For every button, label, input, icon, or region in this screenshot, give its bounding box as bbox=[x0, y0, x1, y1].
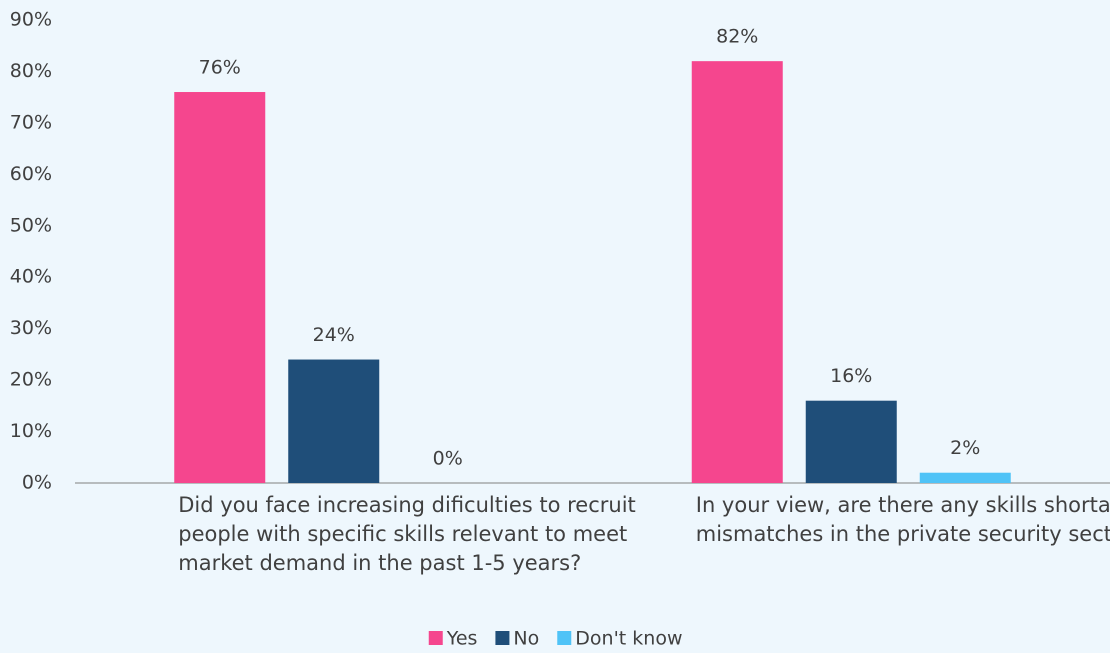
legend-swatch bbox=[495, 631, 510, 645]
legend: Yes No Don't know bbox=[428, 628, 682, 650]
y-tick-label: 0% bbox=[22, 472, 52, 494]
x-tick-label: Did you face increasing dificulties to r… bbox=[178, 493, 636, 575]
data-label: 24% bbox=[313, 324, 355, 346]
data-label: 2% bbox=[950, 437, 980, 459]
legend-label: Don't know bbox=[575, 628, 682, 650]
y-tick-label: 70% bbox=[10, 111, 52, 133]
data-label: 82% bbox=[716, 26, 758, 48]
legend-label: Yes bbox=[446, 628, 478, 650]
y-tick-label: 90% bbox=[10, 9, 52, 31]
data-label: 16% bbox=[830, 365, 872, 387]
data-label: 0% bbox=[433, 448, 463, 470]
x-tick-label: In your view, are there any skills short… bbox=[695, 493, 1110, 546]
y-tick-label: 40% bbox=[10, 266, 52, 288]
y-tick-label: 10% bbox=[10, 420, 52, 442]
legend-swatch bbox=[557, 631, 572, 645]
bar bbox=[174, 92, 266, 484]
y-tick-label: 50% bbox=[10, 214, 52, 236]
y-tick-label: 20% bbox=[10, 369, 52, 391]
x-tick-label-box: In your view, are there any skills short… bbox=[695, 493, 1110, 546]
data-label: 76% bbox=[199, 57, 241, 79]
bar bbox=[288, 359, 380, 483]
bar bbox=[919, 472, 1011, 483]
y-tick-label: 30% bbox=[10, 317, 52, 339]
y-tick-label: 60% bbox=[10, 163, 52, 185]
bar bbox=[805, 400, 897, 483]
x-tick-label-box: Did you face increasing dificulties to r… bbox=[178, 493, 636, 575]
y-tick-label: 80% bbox=[10, 60, 52, 82]
legend-swatch bbox=[428, 631, 443, 645]
legend-label: No bbox=[513, 628, 539, 650]
bar bbox=[691, 61, 783, 484]
